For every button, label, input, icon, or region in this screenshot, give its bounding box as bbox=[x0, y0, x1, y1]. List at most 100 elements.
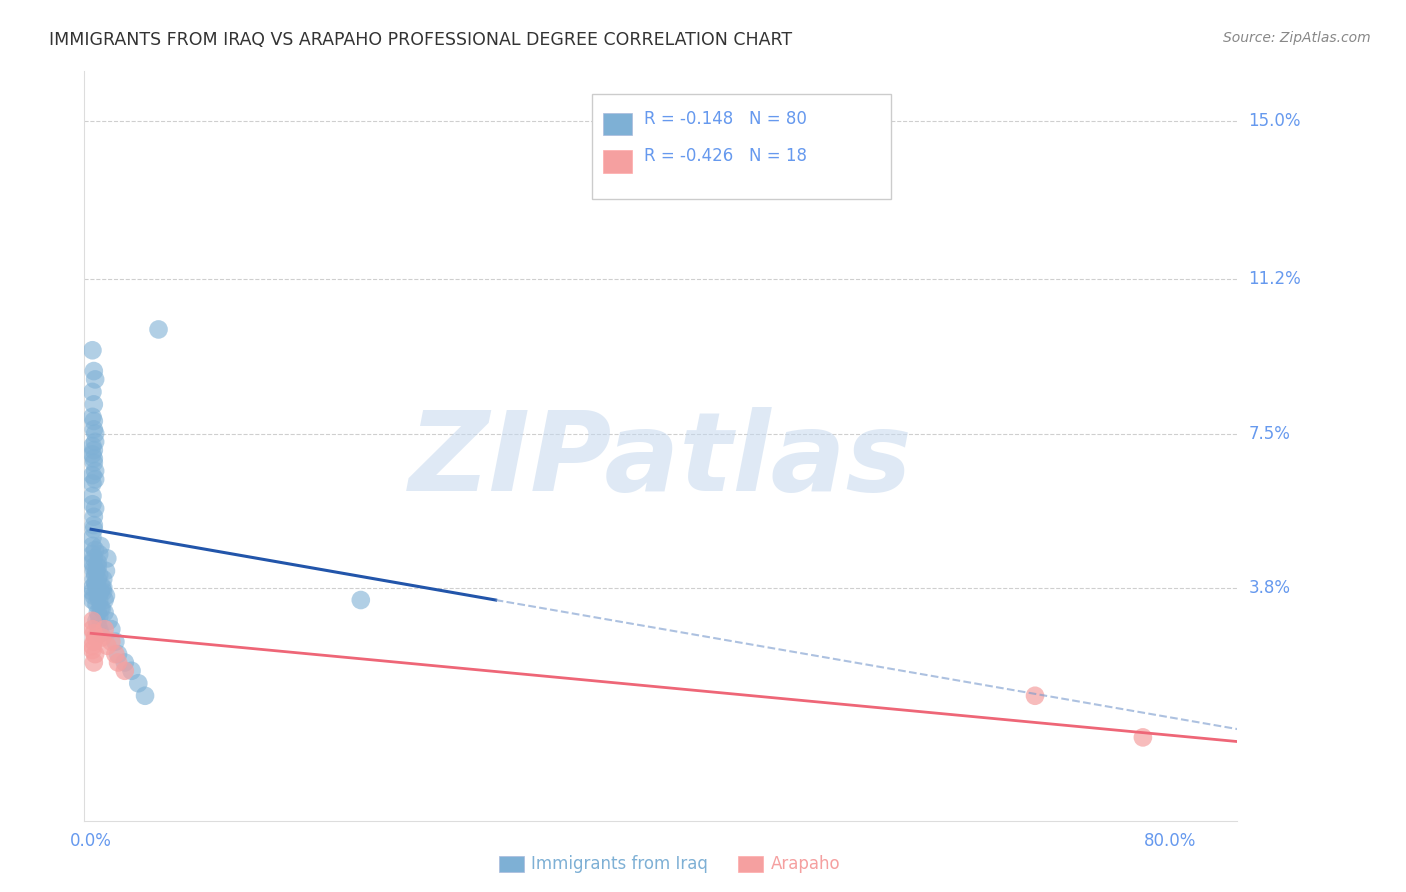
Point bbox=[1132, 731, 1154, 745]
Point bbox=[84, 472, 107, 486]
Point bbox=[82, 489, 104, 503]
Point bbox=[82, 581, 104, 595]
Point bbox=[83, 451, 105, 466]
Point bbox=[82, 384, 104, 399]
Point bbox=[90, 539, 112, 553]
Point bbox=[82, 547, 104, 561]
Point bbox=[87, 618, 110, 632]
Text: 11.2%: 11.2% bbox=[1249, 270, 1301, 288]
FancyBboxPatch shape bbox=[603, 150, 633, 172]
Point bbox=[82, 622, 104, 636]
Point bbox=[84, 568, 107, 582]
Point bbox=[83, 559, 105, 574]
Point bbox=[84, 576, 107, 591]
Point bbox=[83, 564, 105, 578]
Point bbox=[83, 634, 105, 648]
Point bbox=[1024, 689, 1046, 703]
Point bbox=[89, 547, 111, 561]
Point bbox=[84, 501, 107, 516]
Point bbox=[94, 589, 117, 603]
Point bbox=[104, 647, 127, 661]
Point bbox=[83, 656, 105, 670]
Text: R = -0.148   N = 80: R = -0.148 N = 80 bbox=[644, 110, 807, 128]
FancyBboxPatch shape bbox=[603, 112, 633, 135]
Point bbox=[83, 626, 105, 640]
Point bbox=[96, 639, 118, 653]
Point bbox=[82, 614, 104, 628]
Point bbox=[87, 589, 110, 603]
Point bbox=[100, 622, 122, 636]
Point bbox=[84, 647, 107, 661]
Point bbox=[91, 584, 114, 599]
Point bbox=[83, 422, 105, 436]
Point bbox=[82, 497, 104, 511]
Point bbox=[83, 397, 105, 411]
Point bbox=[82, 476, 104, 491]
Point bbox=[83, 443, 105, 458]
Point bbox=[86, 564, 108, 578]
Point bbox=[82, 531, 104, 545]
Point bbox=[82, 584, 104, 599]
Point bbox=[82, 593, 104, 607]
Point bbox=[107, 647, 129, 661]
Point bbox=[104, 634, 127, 648]
Point bbox=[86, 581, 108, 595]
Point bbox=[121, 664, 143, 678]
Text: R = -0.426   N = 18: R = -0.426 N = 18 bbox=[644, 147, 807, 165]
Point bbox=[87, 572, 110, 586]
Point bbox=[86, 576, 108, 591]
Point bbox=[96, 551, 118, 566]
Point bbox=[82, 439, 104, 453]
Point bbox=[350, 593, 373, 607]
FancyBboxPatch shape bbox=[592, 94, 891, 199]
Point bbox=[100, 634, 122, 648]
Point bbox=[89, 622, 111, 636]
Point bbox=[83, 509, 105, 524]
Point bbox=[84, 372, 107, 386]
Point bbox=[89, 593, 111, 607]
Text: Immigrants from Iraq: Immigrants from Iraq bbox=[531, 855, 709, 873]
Point bbox=[82, 409, 104, 424]
Point bbox=[91, 572, 114, 586]
Point bbox=[90, 601, 112, 615]
Point bbox=[90, 601, 112, 615]
Point bbox=[84, 434, 107, 449]
Point bbox=[82, 556, 104, 570]
Point bbox=[91, 581, 114, 595]
Point bbox=[83, 456, 105, 470]
Text: ZIPatlas: ZIPatlas bbox=[409, 408, 912, 515]
Point bbox=[83, 572, 105, 586]
Point bbox=[83, 364, 105, 378]
Point bbox=[83, 414, 105, 428]
Point bbox=[93, 622, 115, 636]
Point bbox=[84, 464, 107, 478]
Point bbox=[84, 631, 107, 645]
Point bbox=[82, 343, 104, 358]
Point bbox=[87, 559, 110, 574]
Text: 7.5%: 7.5% bbox=[1249, 425, 1291, 442]
Point bbox=[148, 322, 170, 336]
Point bbox=[107, 656, 129, 670]
Point bbox=[83, 589, 105, 603]
Point bbox=[87, 606, 110, 620]
Point bbox=[82, 468, 104, 483]
Point bbox=[97, 614, 120, 628]
Point bbox=[84, 543, 107, 558]
Text: IMMIGRANTS FROM IRAQ VS ARAPAHO PROFESSIONAL DEGREE CORRELATION CHART: IMMIGRANTS FROM IRAQ VS ARAPAHO PROFESSI… bbox=[49, 31, 793, 49]
Text: 3.8%: 3.8% bbox=[1249, 579, 1291, 597]
Point bbox=[83, 522, 105, 536]
Point bbox=[84, 426, 107, 441]
Point bbox=[93, 606, 115, 620]
Point bbox=[82, 639, 104, 653]
Point bbox=[94, 564, 117, 578]
Point bbox=[90, 584, 112, 599]
Point bbox=[83, 518, 105, 533]
Point bbox=[90, 631, 112, 645]
Point bbox=[93, 593, 115, 607]
Point bbox=[114, 656, 136, 670]
Point bbox=[90, 581, 112, 595]
Point bbox=[82, 447, 104, 461]
Text: 15.0%: 15.0% bbox=[1249, 112, 1301, 130]
Text: Arapaho: Arapaho bbox=[770, 855, 841, 873]
Point bbox=[127, 676, 149, 690]
